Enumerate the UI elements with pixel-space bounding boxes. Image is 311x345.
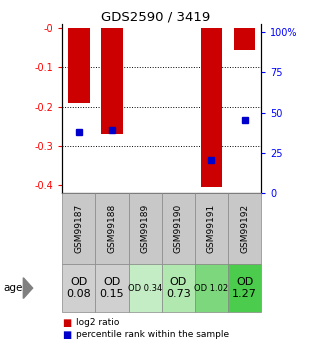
Text: log2 ratio: log2 ratio [76, 318, 119, 327]
Text: GSM99189: GSM99189 [141, 204, 150, 253]
Text: GSM99188: GSM99188 [108, 204, 116, 253]
Polygon shape [23, 278, 33, 298]
Text: GSM99191: GSM99191 [207, 204, 216, 253]
Text: OD 0.34: OD 0.34 [128, 284, 162, 293]
Bar [101, 28, 123, 134]
Text: OD
0.73: OD 0.73 [166, 277, 191, 299]
Text: percentile rank within the sample: percentile rank within the sample [76, 330, 229, 339]
Bar [201, 28, 222, 187]
Text: age: age [3, 283, 22, 293]
Bar [68, 28, 90, 103]
Text: OD
1.27: OD 1.27 [232, 277, 257, 299]
Bar [234, 28, 255, 50]
Text: ■: ■ [62, 318, 72, 327]
Text: OD
0.15: OD 0.15 [100, 277, 124, 299]
Text: OD
0.08: OD 0.08 [67, 277, 91, 299]
Text: ■: ■ [62, 330, 72, 339]
Text: OD 1.02: OD 1.02 [194, 284, 229, 293]
Text: GSM99190: GSM99190 [174, 204, 183, 253]
Text: GSM99187: GSM99187 [74, 204, 83, 253]
Text: GSM99192: GSM99192 [240, 204, 249, 253]
Text: GDS2590 / 3419: GDS2590 / 3419 [101, 10, 210, 23]
